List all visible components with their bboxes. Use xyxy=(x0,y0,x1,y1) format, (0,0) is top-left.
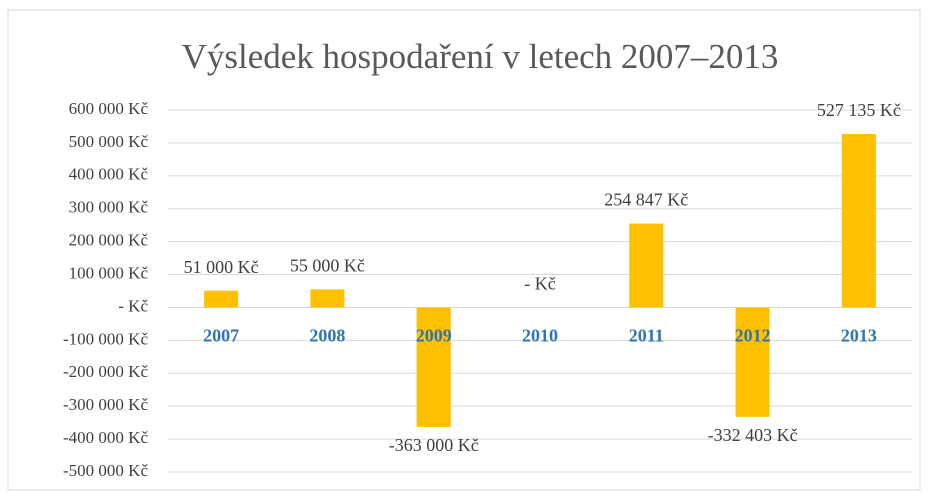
x-tick-label: 2008 xyxy=(309,326,345,346)
y-tick-label: - Kč xyxy=(118,296,148,315)
y-tick-label: 600 000 Kč xyxy=(69,99,149,118)
bar xyxy=(204,290,239,308)
y-tick-label: -500 000 Kč xyxy=(63,461,148,480)
bar xyxy=(629,223,664,308)
data-label: -363 000 Kč xyxy=(389,435,479,455)
x-tick-label: 2007 xyxy=(203,326,239,346)
y-tick-label: -300 000 Kč xyxy=(63,395,148,414)
x-tick-label: 2013 xyxy=(841,326,877,346)
data-label: 527 135 Kč xyxy=(817,100,901,120)
y-tick-label: -200 000 Kč xyxy=(63,362,148,381)
y-tick-label: 200 000 Kč xyxy=(69,231,149,250)
chart-border xyxy=(7,9,921,491)
y-tick-label: 100 000 Kč xyxy=(69,263,149,282)
y-tick-label: 400 000 Kč xyxy=(69,165,149,184)
data-label: 55 000 Kč xyxy=(290,255,365,275)
data-label: -332 403 Kč xyxy=(708,425,798,445)
bar xyxy=(416,307,451,427)
x-tick-label: 2009 xyxy=(416,326,452,346)
y-tick-label: -100 000 Kč xyxy=(63,329,148,348)
x-tick-label: 2012 xyxy=(735,326,771,346)
bar xyxy=(310,289,345,308)
data-label: 51 000 Kč xyxy=(184,257,259,277)
bar xyxy=(841,133,876,308)
y-tick-label: -400 000 Kč xyxy=(63,428,148,447)
data-label: - Kč xyxy=(524,274,555,294)
y-tick-label: 300 000 Kč xyxy=(69,198,149,217)
chart-title: Výsledek hospodaření v letech 2007–2013 xyxy=(182,37,779,76)
x-tick-label: 2011 xyxy=(629,326,664,346)
bar xyxy=(735,307,770,417)
x-tick-label: 2010 xyxy=(522,326,558,346)
data-label: 254 847 Kč xyxy=(604,190,688,210)
y-tick-label: 500 000 Kč xyxy=(69,132,149,151)
